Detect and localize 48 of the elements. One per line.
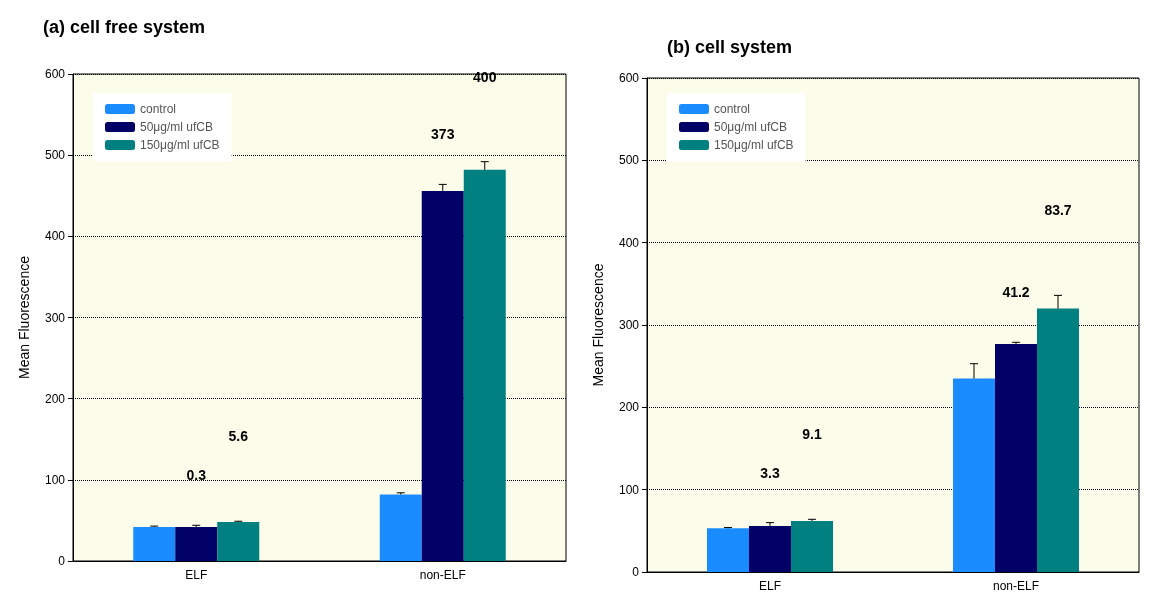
- bar: [379, 494, 422, 561]
- annotation: 373: [431, 126, 455, 143]
- y-tick-label: 100: [44, 472, 66, 487]
- x-tick-label: ELF: [185, 568, 208, 582]
- y-tick-label: 500: [618, 153, 640, 168]
- y-tick-label: 0: [58, 554, 66, 568]
- chart-title: (b) cell system: [667, 37, 793, 57]
- bar: [995, 343, 1037, 572]
- bar: [1037, 308, 1079, 572]
- bar: [953, 378, 995, 572]
- y-tick-label: 300: [44, 310, 66, 325]
- x-tick-label: non-ELF: [419, 568, 466, 582]
- y-tick-label: 500: [44, 148, 66, 163]
- y-axis-title: Mean Fluorescence: [590, 263, 606, 387]
- y-axis-title: Mean Fluorescence: [16, 255, 32, 379]
- bar: [463, 169, 506, 561]
- y-tick-label: 400: [44, 229, 66, 244]
- y-tick-label: 200: [618, 400, 640, 415]
- y-tick-label: 200: [44, 391, 66, 406]
- y-tick-label: 600: [618, 71, 640, 85]
- y-tick-label: 100: [618, 482, 640, 497]
- bar: [421, 190, 464, 561]
- annotation: 9.1: [802, 426, 822, 443]
- bar: [133, 526, 176, 561]
- annotation: 0.3: [186, 467, 207, 484]
- legend-label: 50μg/ml ufCB: [714, 120, 787, 134]
- annotation: 5.6: [228, 428, 249, 445]
- x-tick-label: non-ELF: [992, 579, 1040, 593]
- bar: [707, 528, 749, 572]
- annotation: 3.3: [760, 464, 780, 481]
- legend-label: control: [714, 102, 751, 116]
- y-tick-label: 400: [618, 235, 640, 250]
- chart-title: (a) cell free system: [43, 17, 206, 37]
- annotation: 400: [473, 68, 497, 85]
- y-tick-label: 0: [632, 565, 640, 579]
- annotation: 41.2: [1002, 284, 1030, 301]
- x-tick-label: ELF: [758, 579, 782, 593]
- legend-label: control: [140, 102, 177, 116]
- bar: [217, 522, 260, 561]
- y-tick-label: 300: [618, 318, 640, 332]
- bar: [175, 526, 218, 561]
- annotation: 83.7: [1044, 202, 1072, 219]
- legend-label: 150μg/ml ufCB: [140, 138, 220, 152]
- bar: [791, 520, 833, 572]
- legend-label: 150μg/ml ufCB: [714, 138, 794, 152]
- legend-label: 50μg/ml ufCB: [140, 120, 213, 134]
- y-tick-label: 600: [44, 67, 66, 81]
- bar: [749, 525, 791, 572]
